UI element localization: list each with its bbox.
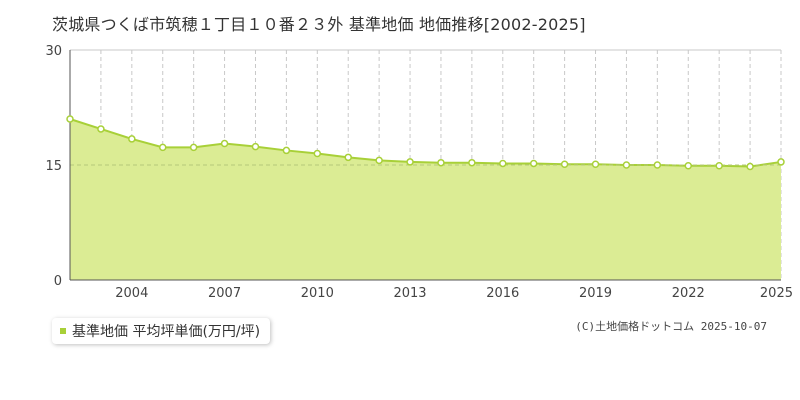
area-layer <box>69 118 782 280</box>
data-point <box>344 153 352 162</box>
data-point <box>97 125 105 133</box>
data-point <box>282 146 291 155</box>
data-point <box>437 158 445 167</box>
x-tick-label: 2010 <box>301 286 334 301</box>
data-point <box>529 159 538 168</box>
y-tick-label: 0 <box>54 274 62 289</box>
legend-swatch <box>60 328 66 334</box>
x-tick-label: 2025 <box>760 286 793 301</box>
data-point <box>622 161 631 169</box>
tick-labels: 0 15 30 2004 2007 2010 2013 2016 2019 2022 2025 <box>45 44 793 301</box>
series-area <box>70 119 781 280</box>
data-point <box>313 149 322 158</box>
data-point <box>375 156 383 165</box>
legend-label: 基準地価 平均坪単価(万円/坪) <box>72 324 261 340</box>
data-point <box>251 142 260 151</box>
x-tick-label: 2013 <box>393 286 426 301</box>
data-point <box>406 158 414 166</box>
data-point <box>468 158 476 167</box>
data-point <box>158 143 167 152</box>
data-point <box>220 139 229 148</box>
x-tick-label: 2019 <box>579 286 612 301</box>
y-tick-label: 15 <box>45 159 62 174</box>
data-point <box>715 162 723 170</box>
data-point <box>746 162 754 171</box>
data-point <box>189 143 198 152</box>
data-point <box>591 160 600 168</box>
data-point <box>499 159 507 168</box>
x-tick-label: 2004 <box>115 286 148 301</box>
data-point <box>653 161 662 169</box>
x-tick-label: 2022 <box>672 286 705 301</box>
x-tick-label: 2016 <box>486 286 519 301</box>
data-point <box>128 135 136 143</box>
series-line <box>69 118 782 168</box>
data-point <box>560 160 569 168</box>
data-point <box>777 158 785 166</box>
axes <box>69 50 781 281</box>
chart-title: 茨城県つくば市筑穂１丁目１０番２３外 基準地価 地価推移[2002-2025] <box>52 15 586 34</box>
y-tick-label: 30 <box>45 44 62 59</box>
points-layer <box>66 115 785 171</box>
data-point <box>66 115 74 123</box>
legend: 基準地価 平均坪単価(万円/坪) <box>52 318 271 344</box>
copyright: (C)土地価格ドットコム 2025-10-07 <box>575 320 767 333</box>
x-tick-label: 2007 <box>208 286 241 301</box>
data-point <box>684 162 693 170</box>
